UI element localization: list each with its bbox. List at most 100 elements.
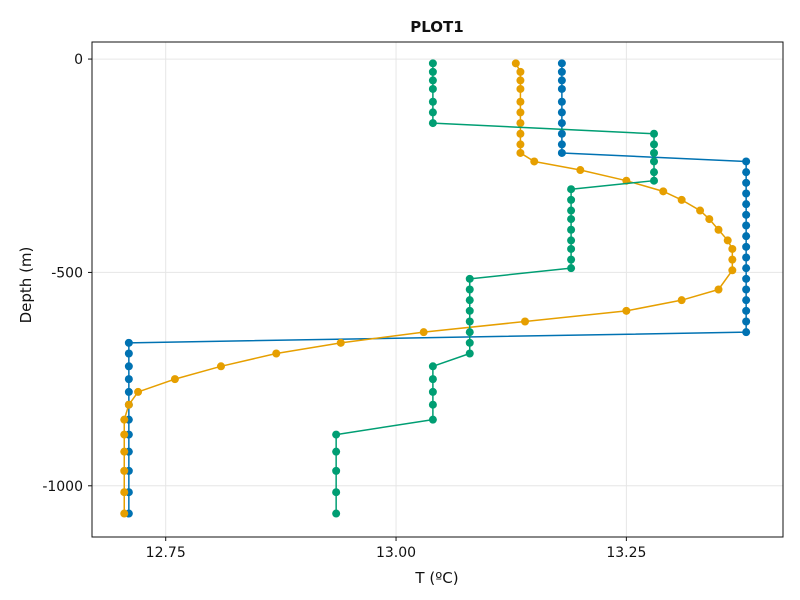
data-point — [465, 306, 474, 315]
data-point — [696, 206, 705, 215]
series-line — [335, 63, 655, 514]
data-point — [557, 84, 566, 93]
ticks: 12.75 13.00 13.25 0 -500 -1000 — [42, 52, 646, 561]
data-point — [428, 97, 437, 106]
data-point — [516, 140, 525, 149]
data-point — [124, 362, 133, 371]
data-point — [516, 97, 525, 106]
data-point — [567, 225, 576, 234]
data-point — [428, 415, 437, 424]
data-point — [714, 225, 723, 234]
data-point — [650, 140, 659, 149]
data-point — [120, 466, 129, 475]
data-point — [567, 215, 576, 224]
data-point — [742, 189, 751, 198]
data-point — [557, 108, 566, 117]
data-point — [742, 221, 751, 230]
data-point — [723, 236, 732, 245]
data-point — [650, 157, 659, 166]
data-point — [742, 306, 751, 315]
data-point — [428, 108, 437, 117]
data-point — [622, 306, 631, 315]
data-point — [650, 129, 659, 138]
data-point — [120, 430, 129, 439]
data-point — [428, 84, 437, 93]
y-tick-label: 0 — [74, 52, 83, 68]
data-point — [124, 338, 133, 347]
x-tick-label: 13.25 — [606, 545, 646, 561]
data-point — [336, 338, 345, 347]
data-point — [419, 328, 428, 337]
data-point — [742, 285, 751, 294]
data-point — [516, 148, 525, 157]
data-point — [428, 387, 437, 396]
x-tick-label: 13.00 — [376, 545, 416, 561]
data-point — [120, 488, 129, 497]
data-point — [124, 400, 133, 409]
data-point — [516, 67, 525, 76]
data-point — [124, 387, 133, 396]
data-point — [705, 215, 714, 224]
data-point — [428, 59, 437, 68]
data-point — [516, 84, 525, 93]
data-point — [521, 317, 530, 326]
data-point — [557, 59, 566, 68]
data-point — [742, 157, 751, 166]
data-point — [650, 168, 659, 177]
data-point — [742, 200, 751, 209]
data-point — [567, 264, 576, 273]
data-point — [557, 67, 566, 76]
data-point — [557, 129, 566, 138]
data-point — [742, 232, 751, 241]
data-point — [557, 119, 566, 128]
data-point — [511, 59, 520, 68]
x-axis-title: T (ºC) — [414, 569, 458, 587]
y-tick-label: -1000 — [42, 479, 83, 495]
data-point — [332, 466, 341, 475]
data-point — [428, 362, 437, 371]
data-point — [557, 140, 566, 149]
data-point — [465, 296, 474, 305]
data-point — [120, 447, 129, 456]
data-point — [516, 119, 525, 128]
data-point — [170, 375, 179, 384]
data-point — [742, 317, 751, 326]
grid — [92, 42, 783, 537]
data-point — [465, 274, 474, 283]
data-point — [650, 148, 659, 157]
y-axis-title: Depth (m) — [17, 247, 35, 324]
data-point — [742, 253, 751, 262]
data-point — [516, 76, 525, 85]
data-point — [272, 349, 281, 358]
data-point — [465, 285, 474, 294]
data-point — [728, 244, 737, 253]
data-point — [677, 195, 686, 204]
data-point — [124, 349, 133, 358]
data-point — [465, 328, 474, 337]
data-point — [567, 195, 576, 204]
plot-frame — [91, 41, 784, 538]
y-tick-label: -500 — [51, 265, 83, 281]
data-point — [742, 274, 751, 283]
data-point — [332, 430, 341, 439]
data-point — [120, 509, 129, 518]
data-point — [742, 264, 751, 273]
data-point — [216, 362, 225, 371]
data-point — [714, 285, 723, 294]
series-layer — [120, 59, 751, 518]
data-point — [557, 97, 566, 106]
series-3 — [332, 59, 659, 518]
data-point — [576, 166, 585, 175]
data-point — [465, 349, 474, 358]
data-point — [728, 266, 737, 275]
data-point — [650, 176, 659, 185]
data-point — [567, 255, 576, 264]
data-point — [428, 400, 437, 409]
series-2 — [120, 59, 737, 518]
chart-title: PLOT1 — [410, 18, 463, 36]
data-point — [465, 338, 474, 347]
data-point — [742, 168, 751, 177]
